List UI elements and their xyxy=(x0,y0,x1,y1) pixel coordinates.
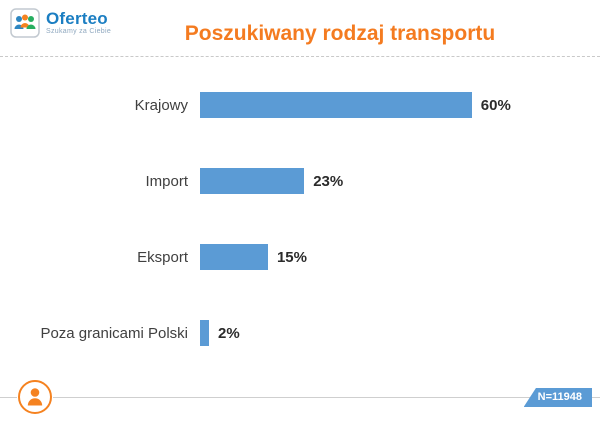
bar-area: 23% xyxy=(200,168,600,194)
bar-row: Eksport 15% xyxy=(0,219,600,295)
support-person-icon xyxy=(17,379,53,415)
category-label: Import xyxy=(145,172,188,190)
footer-divider xyxy=(0,397,600,398)
oferteo-logo-icon xyxy=(10,8,40,38)
header: Oferteo Szukamy za Ciebie Poszukiwany ro… xyxy=(0,0,600,57)
bar xyxy=(200,92,472,118)
bar-chart: Krajowy 60% Import 23% Eksport 15% Poza … xyxy=(0,57,600,371)
bar xyxy=(200,244,268,270)
category-label: Krajowy xyxy=(134,96,188,114)
logo-texts: Oferteo Szukamy za Ciebie xyxy=(46,8,112,36)
category-label: Eksport xyxy=(137,248,188,266)
category-label: Poza granicami Polski xyxy=(40,324,188,342)
oferteo-logo: Oferteo Szukamy za Ciebie xyxy=(10,8,111,38)
logo-name: Oferteo xyxy=(46,9,108,28)
sample-size-badge: N=11948 xyxy=(523,388,592,407)
bar-row: Poza granicami Polski 2% xyxy=(0,295,600,371)
bar xyxy=(200,168,305,194)
footer: N=11948 xyxy=(0,361,600,426)
value-label: 60% xyxy=(480,96,511,114)
bar-area: 60% xyxy=(200,92,600,118)
chart-title: Poszukiwany rodzaj transportu xyxy=(184,22,496,45)
value-label: 23% xyxy=(313,172,344,190)
bar-area: 2% xyxy=(200,320,600,346)
logo-tagline: Szukamy za Ciebie xyxy=(46,28,112,35)
bar-area: 15% xyxy=(200,244,600,270)
bar xyxy=(200,320,210,346)
value-label: 15% xyxy=(276,248,307,266)
bar-row: Import 23% xyxy=(0,143,600,219)
value-label: 2% xyxy=(218,324,240,342)
bar-row: Krajowy 60% xyxy=(0,67,600,143)
